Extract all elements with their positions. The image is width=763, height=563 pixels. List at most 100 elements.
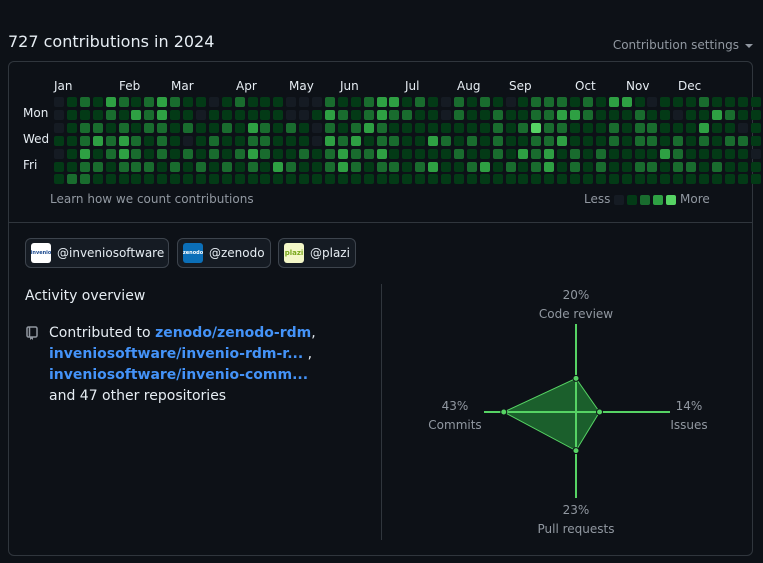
contribution-day-cell[interactable]	[363, 161, 374, 172]
contribution-day-cell[interactable]	[273, 122, 284, 133]
contribution-day-cell[interactable]	[699, 174, 709, 185]
contribution-day-cell[interactable]	[157, 135, 168, 146]
contribution-day-cell[interactable]	[144, 109, 155, 120]
org-filter-plazi[interactable]: plazi @plazi	[278, 238, 356, 268]
contribution-day-cell[interactable]	[621, 148, 632, 159]
contribution-day-cell[interactable]	[699, 148, 709, 159]
contribution-day-cell[interactable]	[195, 174, 206, 185]
contribution-day-cell[interactable]	[157, 122, 168, 133]
contribution-day-cell[interactable]	[479, 109, 490, 120]
contribution-day-cell[interactable]	[389, 109, 400, 120]
contribution-day-cell[interactable]	[376, 161, 387, 172]
contribution-day-cell[interactable]	[363, 122, 374, 133]
contribution-day-cell[interactable]	[673, 174, 684, 185]
contribution-day-cell[interactable]	[312, 109, 322, 120]
contribution-day-cell[interactable]	[673, 135, 684, 146]
contribution-day-cell[interactable]	[634, 174, 645, 185]
contribution-day-cell[interactable]	[66, 148, 77, 159]
contribution-day-cell[interactable]	[660, 174, 671, 185]
contribution-day-cell[interactable]	[273, 135, 284, 146]
contribution-day-cell[interactable]	[453, 161, 464, 172]
contribution-day-cell[interactable]	[183, 174, 193, 185]
contribution-day-cell[interactable]	[66, 135, 77, 146]
contribution-day-cell[interactable]	[582, 122, 593, 133]
contribution-day-cell[interactable]	[402, 97, 413, 107]
contribution-day-cell[interactable]	[505, 97, 516, 107]
contribution-day-cell[interactable]	[647, 148, 658, 159]
contribution-day-cell[interactable]	[92, 161, 103, 172]
contribution-day-cell[interactable]	[686, 122, 697, 133]
contribution-day-cell[interactable]	[208, 174, 219, 185]
contribution-day-cell[interactable]	[337, 148, 348, 159]
contribution-day-cell[interactable]	[492, 97, 503, 107]
contribution-day-cell[interactable]	[724, 161, 735, 172]
contribution-day-cell[interactable]	[453, 135, 464, 146]
contribution-day-cell[interactable]	[595, 135, 606, 146]
contribution-day-cell[interactable]	[634, 109, 645, 120]
contribution-day-cell[interactable]	[402, 122, 413, 133]
org-filter-inveniosoftware[interactable]: invenio @inveniosoftware	[25, 238, 169, 268]
contribution-day-cell[interactable]	[273, 97, 284, 107]
contribution-day-cell[interactable]	[492, 161, 503, 172]
contribution-day-cell[interactable]	[466, 97, 477, 107]
contribution-day-cell[interactable]	[170, 148, 181, 159]
contribution-day-cell[interactable]	[686, 97, 697, 107]
contribution-day-cell[interactable]	[118, 97, 129, 107]
contribution-day-cell[interactable]	[531, 174, 542, 185]
contribution-day-cell[interactable]	[711, 135, 722, 146]
contribution-day-cell[interactable]	[441, 161, 451, 172]
contribution-day-cell[interactable]	[350, 174, 361, 185]
contribution-day-cell[interactable]	[673, 109, 684, 120]
contribution-day-cell[interactable]	[299, 161, 310, 172]
contribution-day-cell[interactable]	[157, 161, 168, 172]
contribution-day-cell[interactable]	[195, 109, 206, 120]
contribution-day-cell[interactable]	[647, 174, 658, 185]
contribution-day-cell[interactable]	[92, 174, 103, 185]
contribution-day-cell[interactable]	[183, 122, 193, 133]
contribution-day-cell[interactable]	[350, 161, 361, 172]
contribution-day-cell[interactable]	[557, 97, 568, 107]
contribution-day-cell[interactable]	[660, 109, 671, 120]
contribution-day-cell[interactable]	[144, 174, 155, 185]
contribution-day-cell[interactable]	[660, 135, 671, 146]
contribution-day-cell[interactable]	[724, 122, 735, 133]
contribution-day-cell[interactable]	[531, 122, 542, 133]
contribution-day-cell[interactable]	[544, 109, 555, 120]
contribution-day-cell[interactable]	[402, 174, 413, 185]
contribution-day-cell[interactable]	[621, 135, 632, 146]
contribution-day-cell[interactable]	[234, 97, 245, 107]
contribution-day-cell[interactable]	[195, 148, 206, 159]
contribution-day-cell[interactable]	[350, 97, 361, 107]
contribution-day-cell[interactable]	[492, 135, 503, 146]
contribution-day-cell[interactable]	[673, 122, 684, 133]
contribution-day-cell[interactable]	[247, 135, 258, 146]
contribution-day-cell[interactable]	[131, 109, 142, 120]
contribution-day-cell[interactable]	[389, 174, 400, 185]
contribution-day-cell[interactable]	[441, 174, 451, 185]
contribution-day-cell[interactable]	[737, 109, 748, 120]
contribution-day-cell[interactable]	[634, 148, 645, 159]
contribution-day-cell[interactable]	[350, 148, 361, 159]
contribution-day-cell[interactable]	[686, 148, 697, 159]
contribution-day-cell[interactable]	[376, 174, 387, 185]
contribution-day-cell[interactable]	[79, 161, 90, 172]
contribution-day-cell[interactable]	[79, 122, 90, 133]
contribution-day-cell[interactable]	[260, 148, 271, 159]
contribution-day-cell[interactable]	[660, 122, 671, 133]
contribution-day-cell[interactable]	[505, 161, 516, 172]
contribution-day-cell[interactable]	[131, 148, 142, 159]
contribution-day-cell[interactable]	[105, 161, 116, 172]
contribution-day-cell[interactable]	[531, 97, 542, 107]
contribution-day-cell[interactable]	[350, 135, 361, 146]
contribution-day-cell[interactable]	[518, 109, 529, 120]
contribution-day-cell[interactable]	[544, 148, 555, 159]
contribution-day-cell[interactable]	[208, 109, 219, 120]
contribution-day-cell[interactable]	[711, 109, 722, 120]
contribution-day-cell[interactable]	[750, 135, 761, 146]
contribution-day-cell[interactable]	[621, 174, 632, 185]
contribution-day-cell[interactable]	[195, 161, 206, 172]
contribution-day-cell[interactable]	[221, 148, 232, 159]
contribution-day-cell[interactable]	[363, 109, 374, 120]
contribution-day-cell[interactable]	[518, 161, 529, 172]
contribution-day-cell[interactable]	[299, 148, 310, 159]
